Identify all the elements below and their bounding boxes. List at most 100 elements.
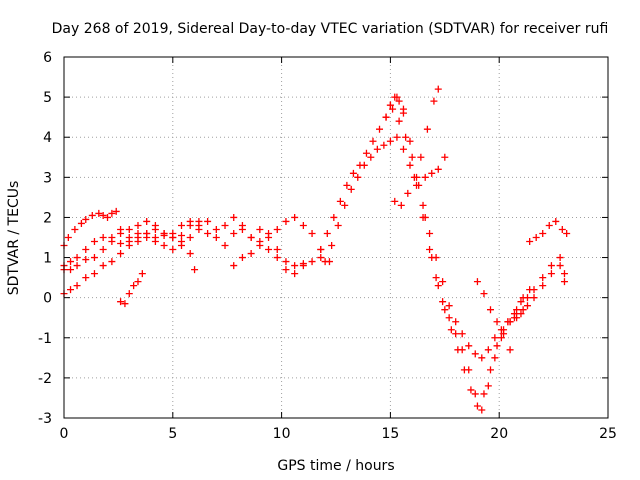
data-point-track-i	[510, 310, 518, 318]
y-tick-label: 4	[43, 130, 52, 146]
data-point-track-f	[299, 221, 307, 229]
data-point-track-k	[434, 85, 442, 93]
data-point-track-c	[195, 225, 203, 233]
data-point-track-c	[291, 270, 299, 278]
data-point-track-d	[125, 225, 133, 233]
data-point-track-e	[134, 278, 142, 286]
data-point-track-h	[367, 153, 375, 161]
x-tick-label: 0	[60, 426, 69, 442]
y-tick-label: -1	[38, 331, 52, 347]
data-point-track-h	[547, 270, 555, 278]
data-point-track-i	[426, 246, 434, 254]
data-point-track-e	[121, 300, 129, 308]
data-point-track-i	[439, 298, 447, 306]
data-point-track-l	[421, 173, 429, 181]
data-point-track-c	[238, 225, 246, 233]
data-point-track-a	[77, 219, 85, 227]
data-point-track-h	[517, 310, 525, 318]
data-point-track-n	[506, 318, 514, 326]
x-tick-label: 20	[490, 426, 508, 442]
data-point-track-a	[82, 215, 90, 223]
data-point-track-b	[282, 258, 290, 266]
data-point-track-g	[389, 105, 397, 113]
data-point-track-e	[117, 298, 125, 306]
data-point-track-i	[406, 137, 414, 145]
data-point-track-g	[343, 181, 351, 189]
data-point-track-h	[386, 137, 394, 145]
data-point-track-h	[347, 185, 355, 193]
data-point-track-o	[563, 229, 571, 237]
data-point-track-h	[530, 294, 538, 302]
data-point-track-c	[73, 282, 81, 290]
data-point-track-i	[547, 262, 555, 270]
data-point-track-d	[169, 234, 177, 241]
data-point-track-b	[178, 221, 186, 229]
data-point-track-d	[151, 225, 159, 233]
data-point-track-g	[434, 282, 442, 290]
data-point-track-b	[67, 258, 75, 266]
data-point-track-c	[134, 238, 142, 246]
data-point-track-c	[212, 234, 220, 241]
data-point-track-i	[560, 270, 568, 278]
x-tick-label: 10	[273, 426, 291, 442]
data-point-track-f	[230, 262, 238, 270]
data-point-track-e	[125, 290, 133, 298]
data-point-track-g	[441, 306, 449, 314]
data-point-track-c	[282, 266, 290, 274]
data-point-track-h	[452, 318, 460, 326]
data-point-track-c	[265, 246, 273, 254]
data-point-track-h	[491, 334, 499, 342]
data-point-track-c	[108, 258, 116, 266]
data-point-track-b	[273, 246, 281, 254]
data-point-track-o	[526, 238, 534, 246]
data-point-track-g	[486, 366, 494, 374]
data-point-track-c	[178, 238, 186, 246]
chart-title: Day 268 of 2019, Sidereal Day-to-day VTE…	[52, 21, 609, 37]
data-point-track-o	[552, 217, 560, 225]
data-point-track-m	[506, 346, 514, 354]
y-tick-label: -3	[38, 411, 52, 427]
data-point-track-d	[178, 231, 186, 239]
y-tick-label: 0	[43, 291, 52, 307]
data-point-track-c	[186, 234, 194, 241]
plot-frame	[63, 56, 609, 419]
data-point-track-k	[397, 201, 405, 209]
data-point-track-a	[99, 211, 107, 219]
data-point-track-f	[308, 229, 316, 237]
data-point-track-h	[523, 302, 531, 310]
data-point-track-i	[491, 354, 499, 362]
data-point-track-b	[291, 262, 299, 270]
data-point-track-h	[426, 229, 434, 237]
data-point-track-f	[256, 242, 264, 250]
data-point-track-h	[539, 282, 547, 290]
data-point-track-b	[134, 229, 142, 237]
data-point-track-h	[556, 262, 564, 270]
data-point-track-k	[417, 153, 425, 161]
data-point-track-b	[82, 246, 90, 254]
y-tick-label: -2	[38, 371, 52, 387]
data-point-track-c	[67, 286, 75, 294]
data-point-track-h	[445, 302, 453, 310]
data-point-track-c	[90, 270, 98, 278]
data-point-track-l	[434, 165, 442, 173]
data-point-track-a	[64, 234, 72, 241]
data-point-track-b	[317, 254, 325, 262]
data-point-track-h	[393, 133, 401, 141]
data-point-track-b	[117, 240, 125, 248]
data-point-track-i	[419, 213, 427, 221]
data-point-track-m	[486, 306, 494, 314]
data-point-track-g	[376, 125, 384, 133]
data-point-track-h	[432, 254, 440, 262]
data-point-track-f	[247, 250, 255, 258]
data-point-track-h	[360, 161, 368, 169]
data-point-track-b	[212, 225, 220, 233]
data-point-track-j	[395, 97, 403, 105]
data-point-track-m	[493, 318, 501, 326]
data-point-track-b	[256, 225, 264, 233]
data-point-track-h	[380, 141, 388, 149]
data-point-track-i	[478, 406, 486, 414]
data-point-track-d	[108, 234, 116, 241]
data-point-track-h	[321, 258, 329, 266]
data-point-track-c	[204, 229, 212, 237]
